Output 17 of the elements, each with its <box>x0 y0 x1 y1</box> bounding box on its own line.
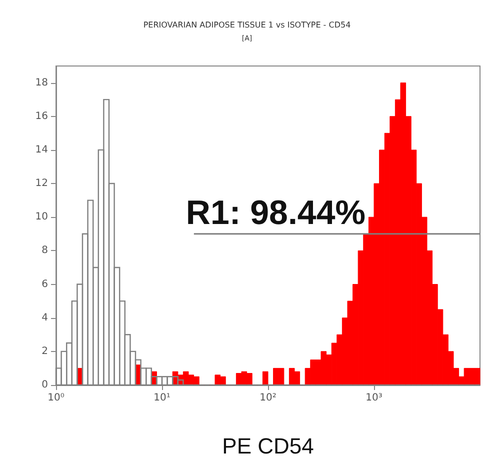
y-tick-label: 6 <box>42 278 48 290</box>
y-tick-label: 18 <box>35 77 48 88</box>
x-axis-title: PE CD54 <box>222 434 314 458</box>
y-tick-label: 8 <box>42 245 48 256</box>
y-tick-label: 12 <box>35 178 48 190</box>
y-tick-label: 2 <box>42 346 48 357</box>
y-tick-label: 14 <box>35 144 48 156</box>
annotation: R1: 98.44% <box>186 194 366 232</box>
x-tick-label: 10² <box>260 392 276 404</box>
y-tick-label: 16 <box>35 110 48 122</box>
y-tick-label: 4 <box>42 312 48 324</box>
x-tick-label: 10⁰ <box>48 392 64 404</box>
y-tick-label: 0 <box>42 380 48 390</box>
x-tick-label: 10¹ <box>154 392 170 404</box>
y-tick-label: 10 <box>35 212 48 223</box>
x-tick-label: 10³ <box>366 392 382 404</box>
chart-title: PERIOVARIAN ADIPOSE TISSUE 1 vs ISOTYPE - CD54 <box>143 20 351 30</box>
